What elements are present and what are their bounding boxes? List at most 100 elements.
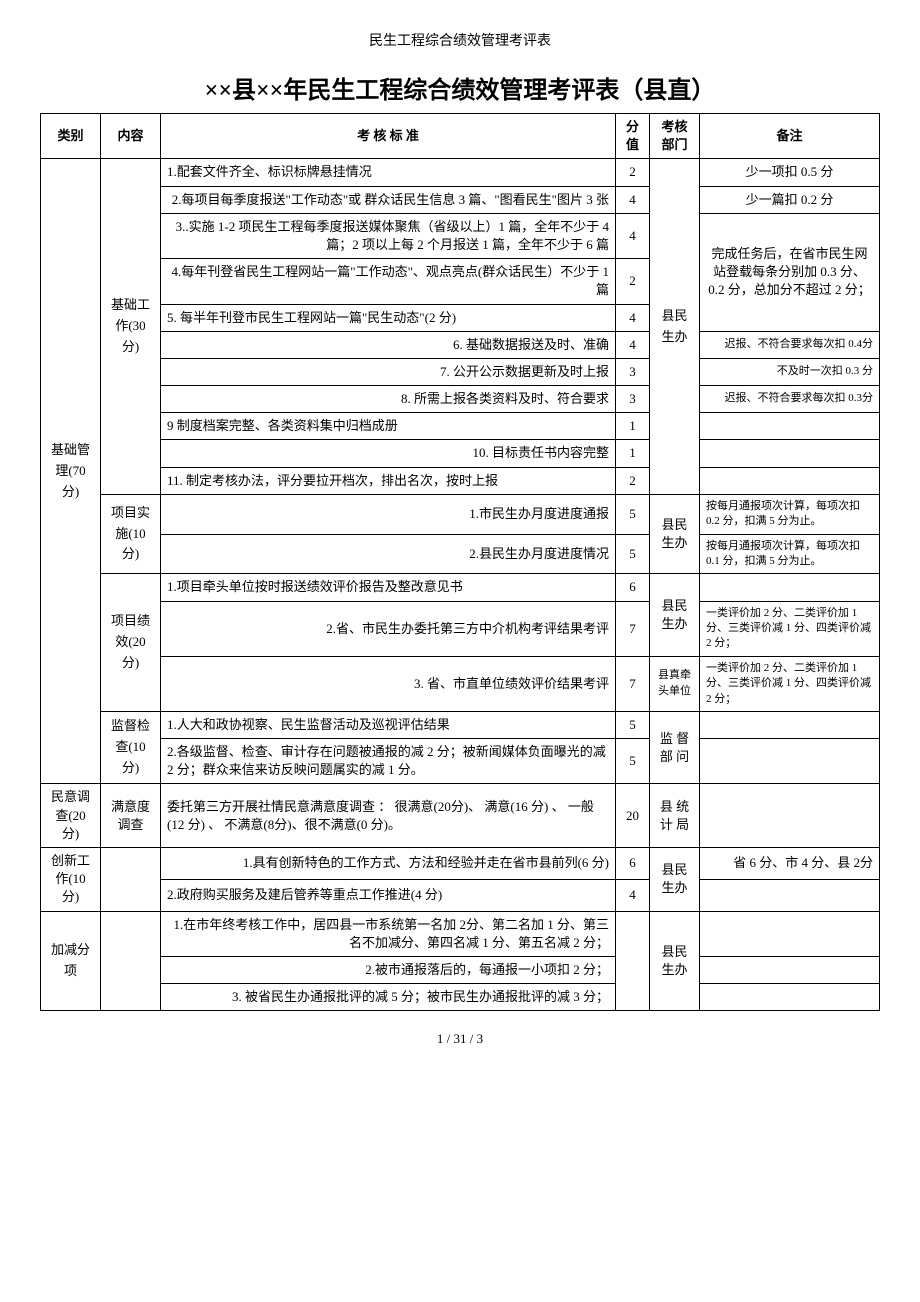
score-cell: 1 xyxy=(616,413,650,440)
table-row: 2.政府购买服务及建后管养等重点工作推进(4 分) 4 xyxy=(41,879,880,911)
subcat-satisfaction: 满意度调查 xyxy=(101,784,161,848)
note-cell xyxy=(700,739,880,784)
category-innovation: 创新工作(10 分) xyxy=(41,848,101,912)
th-score: 分值 xyxy=(616,114,650,159)
std-cell: 8. 所需上报各类资料及时、符合要求 xyxy=(161,386,616,413)
note-cell xyxy=(700,984,880,1011)
subcat-supervision: 监督检查(10 分) xyxy=(101,711,161,784)
std-cell: 6. 基础数据报送及时、准确 xyxy=(161,331,616,358)
category-bonus: 加减分项 xyxy=(41,911,101,1011)
table-row: 创新工作(10 分) 1.具有创新特色的工作方式、方法和经验并走在省市县前列(6… xyxy=(41,848,880,880)
evaluation-table: 类别 内容 考 核 标 准 分值 考核部门 备注 基础管理(70 分) 基础工作… xyxy=(40,113,880,1011)
table-row: 3..实施 1-2 项民生工程每季度报送媒体聚焦（省级以上）1 篇，全年不少于 … xyxy=(41,213,880,258)
score-cell: 2 xyxy=(616,467,650,494)
table-row: 2.各级监督、检查、审计存在问题被通报的减 2 分；被新闻媒体负面曝光的减 2 … xyxy=(41,739,880,784)
std-cell: 1.市民生办月度进度通报 xyxy=(161,494,616,534)
note-cell: 少一篇扣 0.2 分 xyxy=(700,186,880,213)
subcat-blank xyxy=(101,911,161,1011)
score-cell: 4 xyxy=(616,331,650,358)
score-cell: 2 xyxy=(616,159,650,186)
score-cell: 7 xyxy=(616,656,650,711)
table-row: 3. 省、市直单位绩效评价结果考评 7 县真牵头单位 一类评价加 2 分、二类评… xyxy=(41,656,880,711)
score-cell: 4 xyxy=(616,213,650,258)
score-cell: 7 xyxy=(616,601,650,656)
subcat-base-work: 基础工作(30 分) xyxy=(101,159,161,494)
std-cell: 1.具有创新特色的工作方式、方法和经验并走在省市县前列(6 分) xyxy=(161,848,616,880)
dept-cell: 县民生办 xyxy=(650,159,700,494)
dept-cell: 监 督部 问 xyxy=(650,711,700,784)
score-cell: 4 xyxy=(616,304,650,331)
table-row: 8. 所需上报各类资料及时、符合要求 3 迟报、不符合要求每次扣 0.3分 xyxy=(41,386,880,413)
score-cell: 3 xyxy=(616,358,650,385)
note-cell xyxy=(700,413,880,440)
note-cell xyxy=(700,956,880,983)
std-cell: 9 制度档案完整、各类资料集中归档成册 xyxy=(161,413,616,440)
std-cell: 2.政府购买服务及建后管养等重点工作推进(4 分) xyxy=(161,879,616,911)
std-cell: 4.每年刊登省民生工程网站一篇"工作动态"、观点亮点(群众话民生）不少于 1 篇 xyxy=(161,259,616,304)
table-row: 2.被市通报落后的，每通报一小项扣 2 分； xyxy=(41,956,880,983)
note-cell: 省 6 分、市 4 分、县 2分 xyxy=(700,848,880,880)
std-cell: 1.配套文件齐全、标识标牌悬挂情况 xyxy=(161,159,616,186)
std-cell: 11. 制定考核办法，评分要拉开档次，排出名次，按时上报 xyxy=(161,467,616,494)
dept-cell: 县真牵头单位 xyxy=(650,656,700,711)
score-cell: 5 xyxy=(616,534,650,574)
note-cell: 一类评价加 2 分、二类评价加 1 分、三类评价减 1 分、四类评价减 2 分； xyxy=(700,601,880,656)
std-cell: 2.省、市民生办委托第三方中介机构考评结果考评 xyxy=(161,601,616,656)
score-cell: 6 xyxy=(616,848,650,880)
subcat-project-perf: 项目绩效(20 分) xyxy=(101,574,161,712)
note-cell: 少一项扣 0.5 分 xyxy=(700,159,880,186)
note-cell-merged: 完成任务后，在省市民生网站登载每条分别加 0.3 分、0.2 分，总加分不超过 … xyxy=(700,213,880,331)
score-cell: 20 xyxy=(616,784,650,848)
table-row: 6. 基础数据报送及时、准确 4 迟报、不符合要求每次扣 0.4分 xyxy=(41,331,880,358)
std-cell: 3..实施 1-2 项民生工程每季度报送媒体聚焦（省级以上）1 篇，全年不少于 … xyxy=(161,213,616,258)
score-cell: 4 xyxy=(616,186,650,213)
note-cell xyxy=(700,879,880,911)
note-cell: 迟报、不符合要求每次扣 0.3分 xyxy=(700,386,880,413)
std-cell: 1.人大和政协视察、民生监督活动及巡视评估结果 xyxy=(161,711,616,738)
std-cell: 2.县民生办月度进度情况 xyxy=(161,534,616,574)
dept-cell: 县民生办 xyxy=(650,848,700,912)
std-cell: 3. 被省民生办通报批评的减 5 分；被市民生办通报批评的减 3 分； xyxy=(161,984,616,1011)
table-row: 加减分项 1.在市年终考核工作中，居四县一市系统第一名加 2分、第二名加 1 分… xyxy=(41,911,880,956)
table-row: 11. 制定考核办法，评分要拉开档次，排出名次，按时上报 2 xyxy=(41,467,880,494)
subcat-project-impl: 项目实施(10 分) xyxy=(101,494,161,574)
table-row: 基础管理(70 分) 基础工作(30 分) 1.配套文件齐全、标识标牌悬挂情况 … xyxy=(41,159,880,186)
dept-cell: 县民生办 xyxy=(650,494,700,574)
dept-cell: 县民生办 xyxy=(650,911,700,1011)
score-cell: 1 xyxy=(616,440,650,467)
std-cell: 3. 省、市直单位绩效评价结果考评 xyxy=(161,656,616,711)
table-row: 2.省、市民生办委托第三方中介机构考评结果考评 7 一类评价加 2 分、二类评价… xyxy=(41,601,880,656)
note-cell xyxy=(700,711,880,738)
table-row: 7. 公开公示数据更新及时上报 3 不及时一次扣 0.3 分 xyxy=(41,358,880,385)
dept-cell: 县 统计 局 xyxy=(650,784,700,848)
note-cell xyxy=(700,911,880,956)
page-footer: 1 / 31 / 3 xyxy=(40,1031,880,1047)
table-row: 2.每项目每季度报送"工作动态"或 群众话民生信息 3 篇、"图看民生"图片 3… xyxy=(41,186,880,213)
score-cell xyxy=(616,911,650,1011)
std-cell: 1.在市年终考核工作中，居四县一市系统第一名加 2分、第二名加 1 分、第三名不… xyxy=(161,911,616,956)
dept-cell: 县民生办 xyxy=(650,574,700,656)
category-base-mgmt: 基础管理(70 分) xyxy=(41,159,101,784)
note-cell: 迟报、不符合要求每次扣 0.4分 xyxy=(700,331,880,358)
table-row: 监督检查(10 分) 1.人大和政协视察、民生监督活动及巡视评估结果 5 监 督… xyxy=(41,711,880,738)
th-content: 内容 xyxy=(101,114,161,159)
doc-title: ××县××年民生工程综合绩效管理考评表（县直） xyxy=(40,70,880,105)
std-cell: 2.被市通报落后的，每通报一小项扣 2 分； xyxy=(161,956,616,983)
note-cell: 按每月通报项次计算，每项次扣 0.2 分，扣满 5 分为止。 xyxy=(700,494,880,534)
category-survey: 民意调查(20 分) xyxy=(41,784,101,848)
score-cell: 3 xyxy=(616,386,650,413)
std-cell: 2.各级监督、检查、审计存在问题被通报的减 2 分；被新闻媒体负面曝光的减 2 … xyxy=(161,739,616,784)
table-row: 民意调查(20 分) 满意度调查 委托第三方开展社情民意满意度调查 ： 很满意(… xyxy=(41,784,880,848)
table-row: 9 制度档案完整、各类资料集中归档成册 1 xyxy=(41,413,880,440)
std-cell: 2.每项目每季度报送"工作动态"或 群众话民生信息 3 篇、"图看民生"图片 3… xyxy=(161,186,616,213)
th-category: 类别 xyxy=(41,114,101,159)
table-row: 项目实施(10 分) 1.市民生办月度进度通报 5 县民生办 按每月通报项次计算… xyxy=(41,494,880,534)
note-cell xyxy=(700,574,880,601)
table-row: 3. 被省民生办通报批评的减 5 分；被市民生办通报批评的减 3 分； xyxy=(41,984,880,1011)
score-cell: 6 xyxy=(616,574,650,601)
std-cell: 委托第三方开展社情民意满意度调查 ： 很满意(20分)、 满意(16 分) 、 … xyxy=(161,784,616,848)
std-cell: 5. 每半年刊登市民生工程网站一篇"民生动态"(2 分) xyxy=(161,304,616,331)
th-note: 备注 xyxy=(700,114,880,159)
note-cell xyxy=(700,440,880,467)
std-cell: 10. 目标责任书内容完整 xyxy=(161,440,616,467)
